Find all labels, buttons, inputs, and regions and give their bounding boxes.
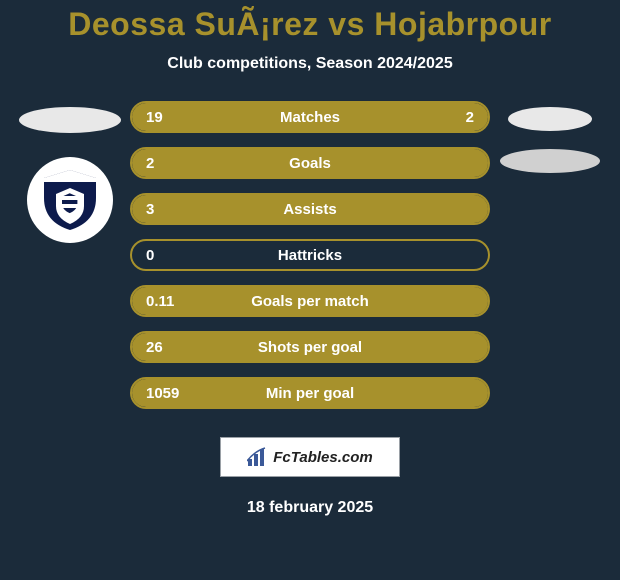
comparison-infographic: Deossa SuÃ¡rez vs Hojabrpour Club compet… xyxy=(0,0,620,580)
stat-bar: 1059Min per goal xyxy=(130,377,490,409)
stat-bar: 2Goals xyxy=(130,147,490,179)
left-club-badge xyxy=(27,157,113,243)
source-logo-box: FcTables.com xyxy=(220,437,400,477)
bar-chart-icon xyxy=(247,447,269,467)
stat-label: Hattricks xyxy=(132,247,488,264)
source-logo-text: FcTables.com xyxy=(273,449,372,466)
stat-bar: 3Assists xyxy=(130,193,490,225)
left-player-column xyxy=(10,101,130,243)
stat-label: Shots per goal xyxy=(132,339,488,356)
stat-label: Goals per match xyxy=(132,293,488,310)
stat-bar: 0Hattricks xyxy=(130,239,490,271)
stat-bars: 192Matches 2Goals 3Assists 0Hattricks 0.11Go… xyxy=(130,101,490,409)
content-row: 192Matches 2Goals 3Assists 0Hattricks 0.11Go… xyxy=(0,101,620,409)
stat-label: Assists xyxy=(132,201,488,218)
stat-label: Goals xyxy=(132,155,488,172)
stat-bar: 26Shots per goal xyxy=(130,331,490,363)
stat-bar: 192Matches xyxy=(130,101,490,133)
club-shield-icon xyxy=(40,168,100,232)
page-title: Deossa SuÃ¡rez vs Hojabrpour xyxy=(68,6,551,43)
left-player-oval xyxy=(19,107,121,133)
footer-date: 18 february 2025 xyxy=(247,499,373,517)
right-player-column xyxy=(490,101,610,191)
right-player-oval-top xyxy=(508,107,592,131)
stat-bar: 0.11Goals per match xyxy=(130,285,490,317)
stat-label: Min per goal xyxy=(132,385,488,402)
stat-label: Matches xyxy=(132,109,488,126)
page-subtitle: Club competitions, Season 2024/2025 xyxy=(167,55,452,73)
right-player-oval-bottom xyxy=(500,149,600,173)
